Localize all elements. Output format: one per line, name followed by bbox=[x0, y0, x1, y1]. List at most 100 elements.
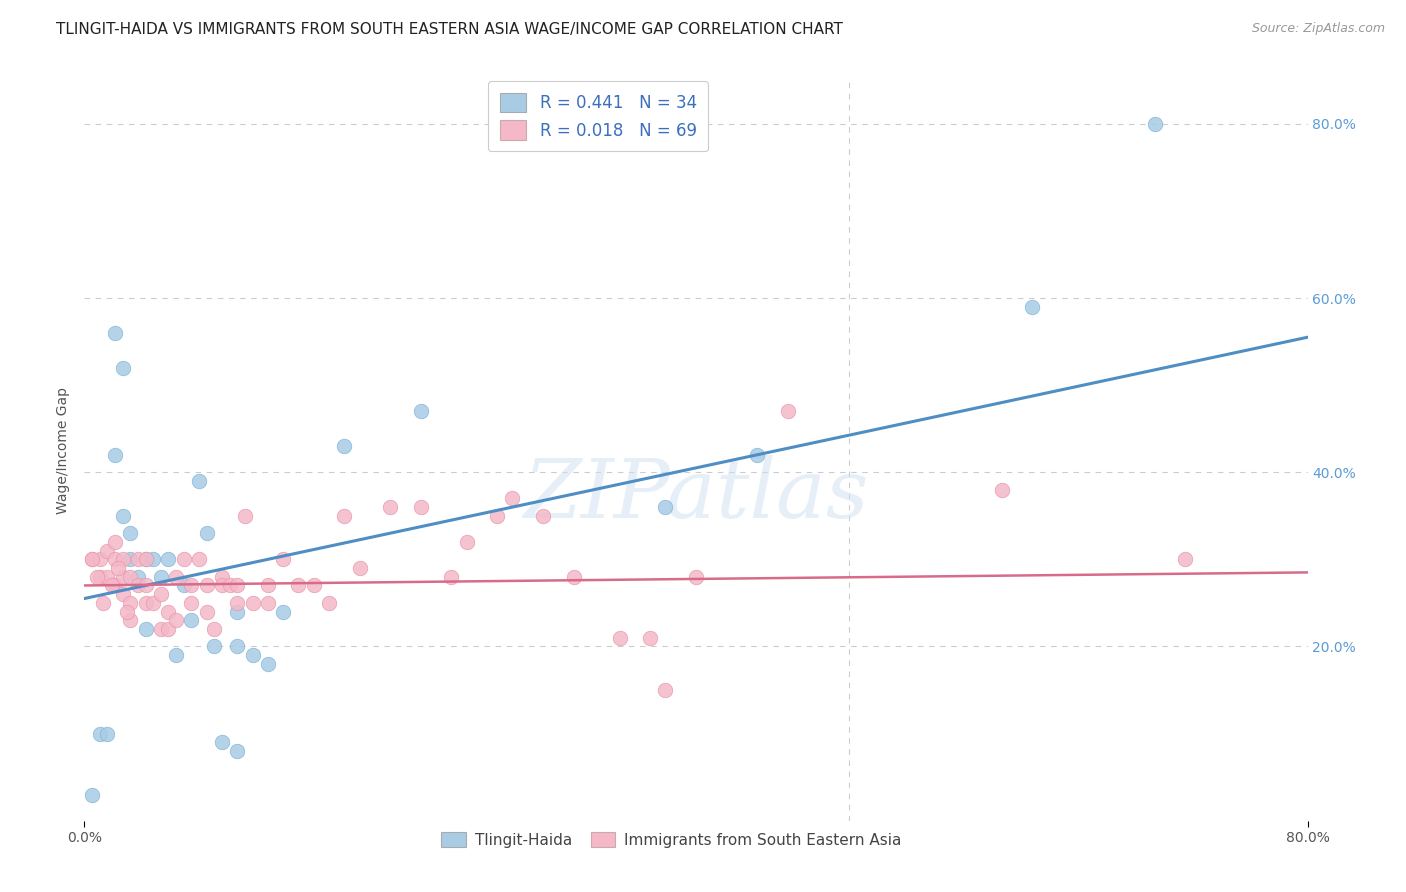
Point bbox=[120, 526, 142, 541]
Point bbox=[638, 631, 661, 645]
Point bbox=[104, 535, 127, 549]
Point bbox=[157, 552, 180, 566]
Point bbox=[135, 578, 157, 592]
Point bbox=[440, 570, 463, 584]
Point bbox=[80, 552, 103, 566]
Point bbox=[456, 535, 478, 549]
Text: TLINGIT-HAIDA VS IMMIGRANTS FROM SOUTH EASTERN ASIA WAGE/INCOME GAP CORRELATION : TLINGIT-HAIDA VS IMMIGRANTS FROM SOUTH E… bbox=[56, 22, 844, 37]
Point bbox=[86, 570, 108, 584]
Point bbox=[135, 596, 157, 610]
Point bbox=[226, 596, 249, 610]
Point bbox=[157, 605, 180, 619]
Point bbox=[135, 552, 157, 566]
Point bbox=[685, 570, 707, 584]
Point bbox=[120, 570, 142, 584]
Point bbox=[349, 561, 371, 575]
Point bbox=[257, 596, 280, 610]
Point bbox=[120, 596, 142, 610]
Point bbox=[531, 508, 554, 523]
Point bbox=[226, 578, 249, 592]
Point bbox=[142, 552, 165, 566]
Point bbox=[486, 508, 509, 523]
Y-axis label: Wage/Income Gap: Wage/Income Gap bbox=[56, 387, 70, 514]
Point bbox=[96, 570, 118, 584]
Point bbox=[195, 578, 218, 592]
Point bbox=[135, 552, 157, 566]
Point bbox=[173, 578, 195, 592]
Point bbox=[89, 726, 111, 740]
Point bbox=[165, 613, 187, 627]
Point bbox=[502, 491, 524, 506]
Point bbox=[188, 552, 211, 566]
Point bbox=[562, 570, 585, 584]
Point bbox=[149, 570, 172, 584]
Point bbox=[271, 552, 294, 566]
Point bbox=[242, 648, 264, 662]
Point bbox=[226, 744, 249, 758]
Point bbox=[111, 570, 134, 584]
Point bbox=[104, 552, 127, 566]
Point bbox=[211, 570, 233, 584]
Point bbox=[211, 578, 233, 592]
Point bbox=[165, 570, 187, 584]
Point bbox=[89, 570, 111, 584]
Point bbox=[101, 578, 124, 592]
Point bbox=[111, 360, 134, 375]
Point bbox=[302, 578, 325, 592]
Point bbox=[111, 552, 134, 566]
Point bbox=[991, 483, 1014, 497]
Point bbox=[96, 543, 118, 558]
Point bbox=[271, 605, 294, 619]
Point bbox=[257, 657, 280, 671]
Point bbox=[1143, 117, 1166, 131]
Point bbox=[142, 596, 165, 610]
Point bbox=[127, 578, 149, 592]
Point bbox=[233, 508, 256, 523]
Point bbox=[318, 596, 340, 610]
Point bbox=[287, 578, 309, 592]
Point bbox=[107, 561, 129, 575]
Point bbox=[96, 726, 118, 740]
Point bbox=[409, 500, 432, 514]
Point bbox=[333, 508, 356, 523]
Point bbox=[409, 404, 432, 418]
Point bbox=[654, 500, 676, 514]
Point bbox=[165, 648, 187, 662]
Point bbox=[89, 552, 111, 566]
Point bbox=[1021, 300, 1043, 314]
Point bbox=[609, 631, 631, 645]
Point bbox=[226, 605, 249, 619]
Point bbox=[120, 552, 142, 566]
Point bbox=[776, 404, 799, 418]
Point bbox=[654, 683, 676, 698]
Point bbox=[202, 622, 225, 636]
Point bbox=[104, 326, 127, 340]
Point bbox=[80, 788, 103, 802]
Point bbox=[180, 613, 202, 627]
Point bbox=[211, 735, 233, 749]
Point bbox=[226, 640, 249, 654]
Legend: Tlingit-Haida, Immigrants from South Eastern Asia: Tlingit-Haida, Immigrants from South Eas… bbox=[436, 825, 908, 854]
Point bbox=[149, 622, 172, 636]
Point bbox=[104, 578, 127, 592]
Point bbox=[195, 526, 218, 541]
Point bbox=[380, 500, 402, 514]
Point bbox=[91, 596, 114, 610]
Point bbox=[149, 587, 172, 601]
Point bbox=[180, 578, 202, 592]
Point bbox=[111, 508, 134, 523]
Text: Source: ZipAtlas.com: Source: ZipAtlas.com bbox=[1251, 22, 1385, 36]
Point bbox=[111, 587, 134, 601]
Point bbox=[120, 613, 142, 627]
Point bbox=[127, 570, 149, 584]
Point bbox=[333, 439, 356, 453]
Point bbox=[104, 448, 127, 462]
Point bbox=[1174, 552, 1197, 566]
Point bbox=[242, 596, 264, 610]
Point bbox=[747, 448, 769, 462]
Point bbox=[135, 622, 157, 636]
Point bbox=[127, 552, 149, 566]
Point bbox=[80, 552, 103, 566]
Point bbox=[173, 552, 195, 566]
Point bbox=[195, 605, 218, 619]
